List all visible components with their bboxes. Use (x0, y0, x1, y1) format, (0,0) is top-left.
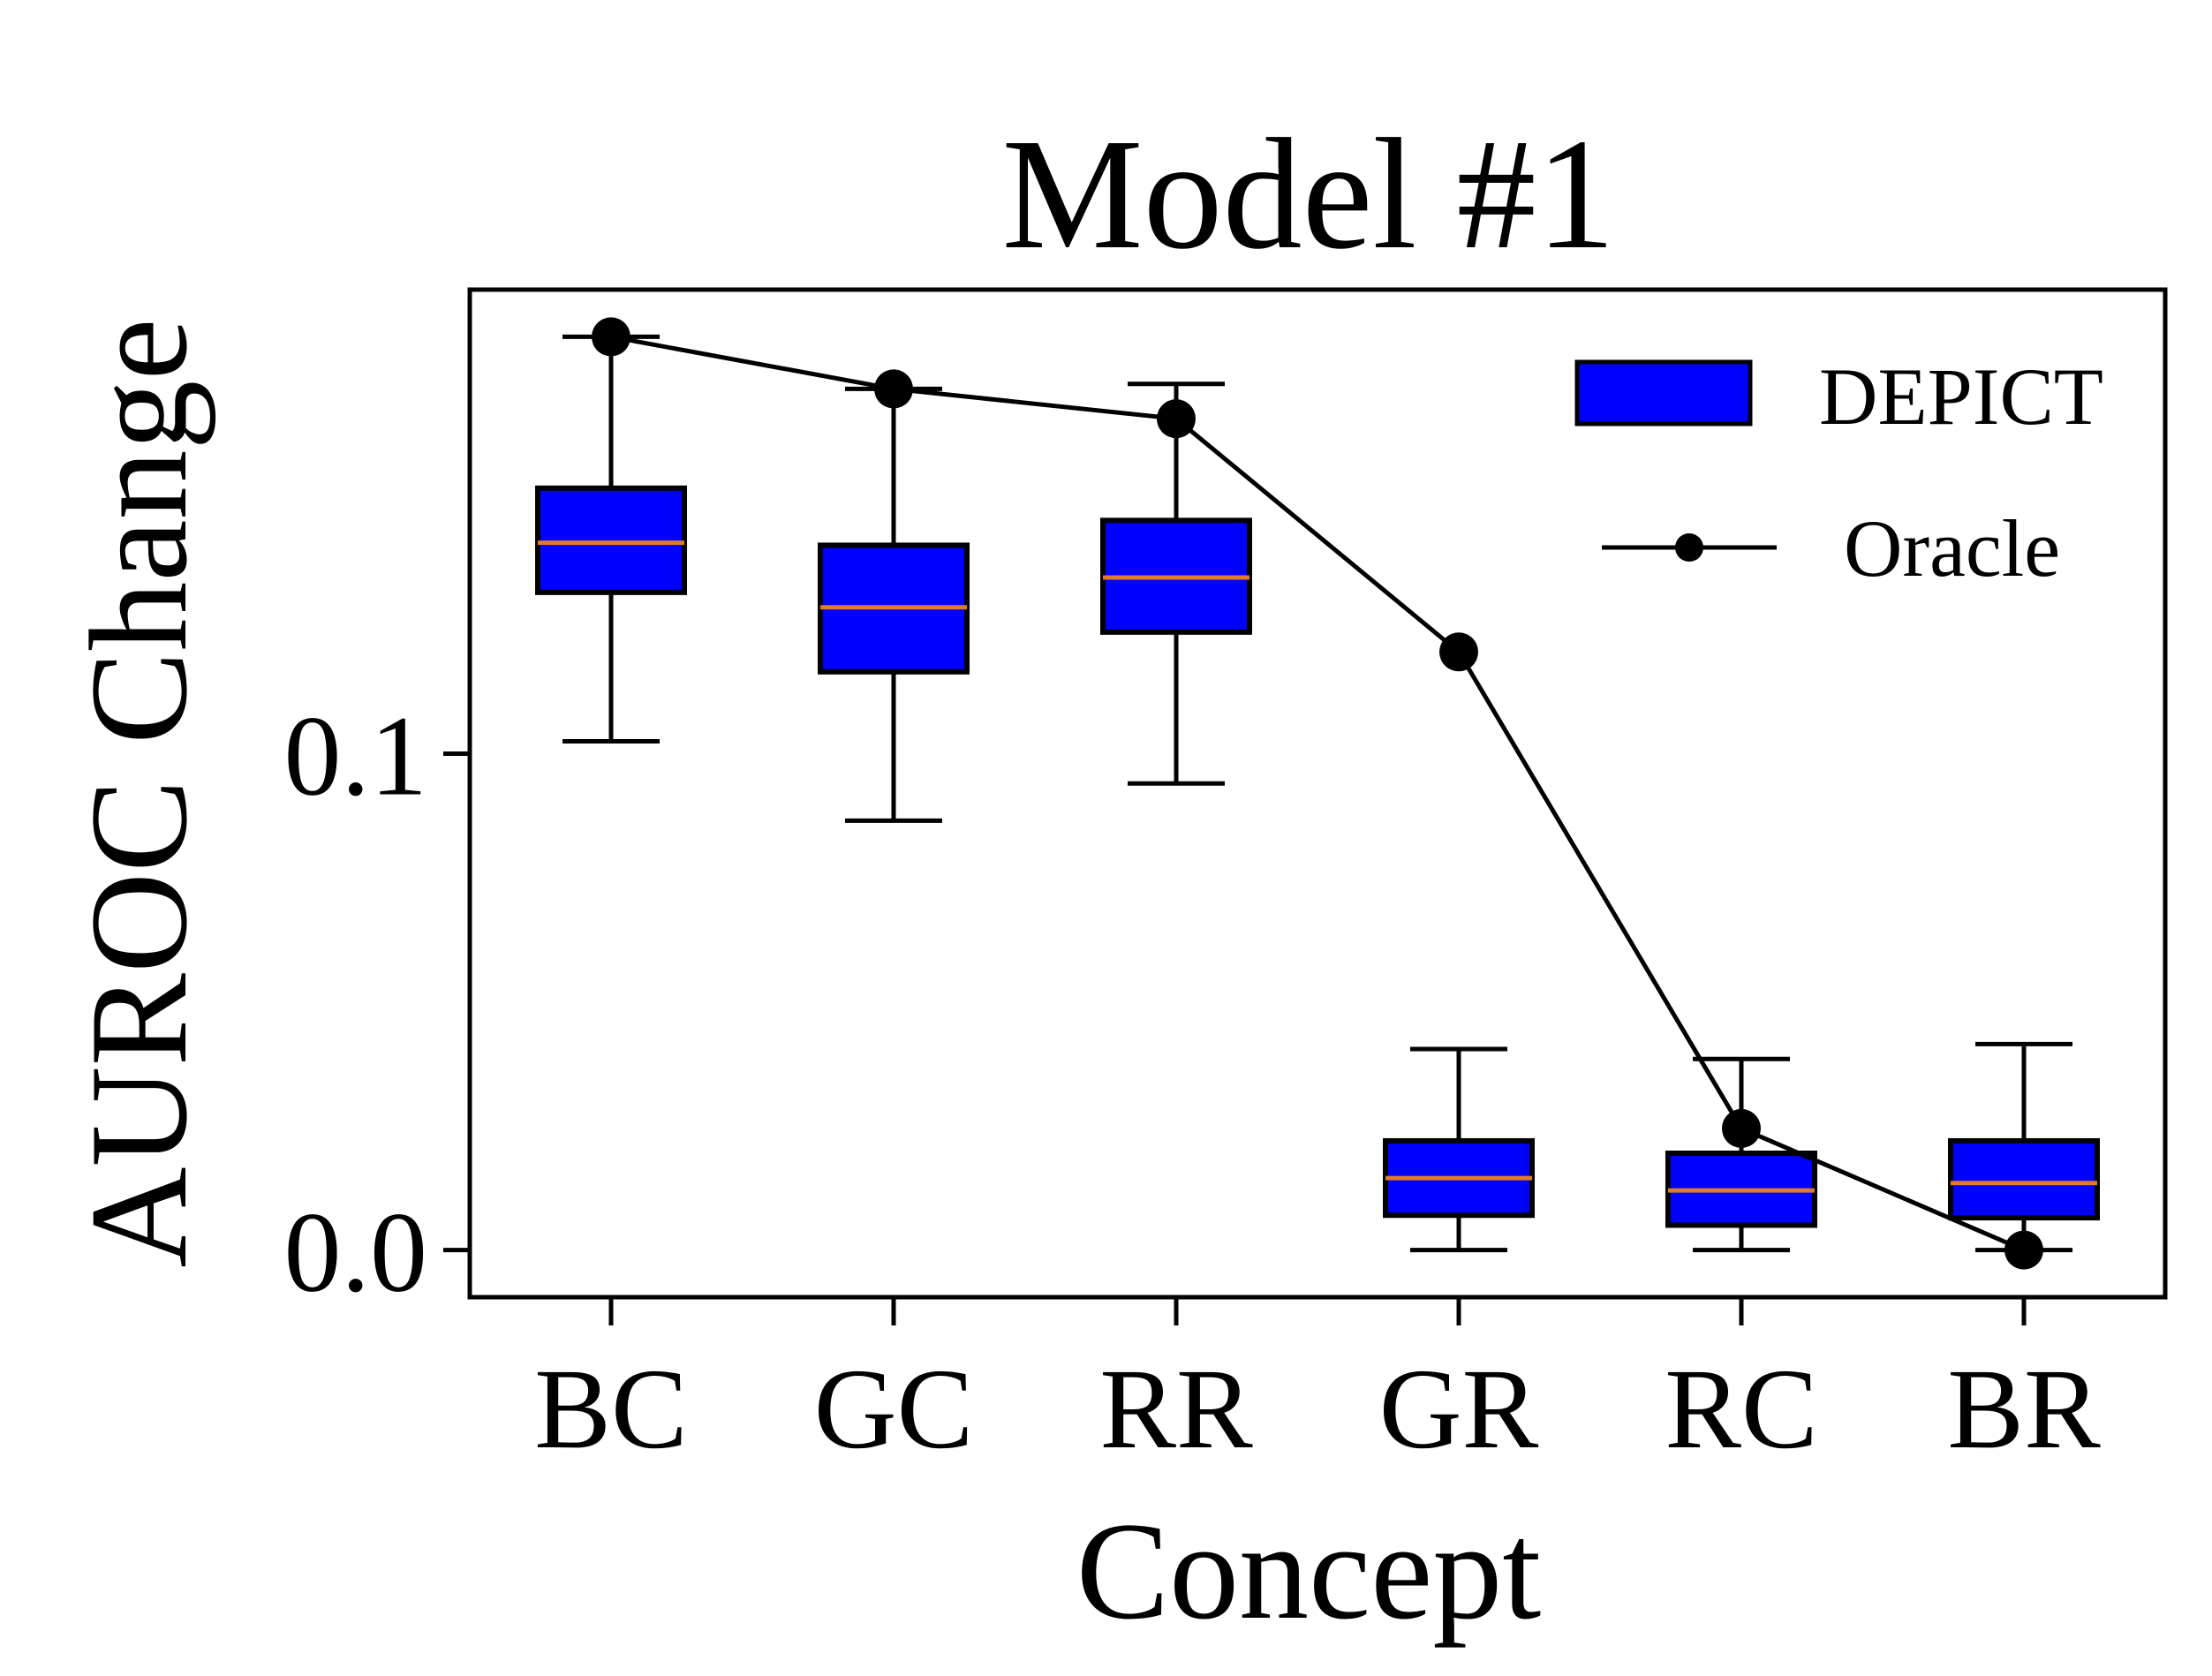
box-group-bc (535, 334, 687, 744)
box-iqr (535, 485, 687, 595)
x-axis-ticks: BC GC RR GR RC BR (534, 1297, 2101, 1473)
oracle-layer (592, 317, 2043, 1270)
x-tick-label: RR (1099, 1346, 1253, 1473)
x-tick-label: RC (1665, 1346, 1817, 1473)
oracle-point-rc (1722, 1108, 1761, 1148)
oracle-point-br (2004, 1230, 2043, 1270)
oracle-point-gr (1439, 632, 1478, 672)
oracle-line (610, 334, 2025, 1252)
x-tick-label: BC (534, 1346, 687, 1473)
plot-frame (467, 287, 2168, 1300)
box-group-br (1948, 1041, 2100, 1253)
x-tick-label: GC (814, 1346, 974, 1473)
box-group-rc (1665, 1056, 1817, 1253)
box-iqr (1948, 1137, 2100, 1221)
box-group-gr (1383, 1046, 1535, 1253)
plot-area (467, 287, 2168, 1300)
legend-depict-swatch (1574, 359, 1753, 427)
box-group-rr (1100, 381, 1252, 786)
legend-oracle-marker (1675, 533, 1703, 562)
x-axis-label: Concept (1076, 1494, 1542, 1649)
box-group-gc (818, 386, 970, 823)
oracle-point-rr (1157, 399, 1196, 439)
legend-depict-label: DEPICT (1819, 351, 2103, 442)
chart-title: Model #1 (1002, 106, 1616, 282)
oracle-point-bc (592, 317, 630, 357)
y-tick-label: 0.0 (284, 1189, 428, 1317)
legend: DEPICT Oracle (1574, 351, 2103, 593)
legend-oracle-label: Oracle (1844, 503, 2060, 593)
y-axis-ticks: 0.0 0.1 (284, 693, 470, 1317)
box-layer (535, 334, 2100, 1253)
oracle-point-gc (874, 369, 913, 409)
y-axis-label: AUROC Change (62, 318, 216, 1267)
x-tick-label: BR (1947, 1346, 2101, 1473)
x-tick-label: GR (1379, 1346, 1539, 1473)
y-tick-label: 0.1 (284, 693, 428, 820)
